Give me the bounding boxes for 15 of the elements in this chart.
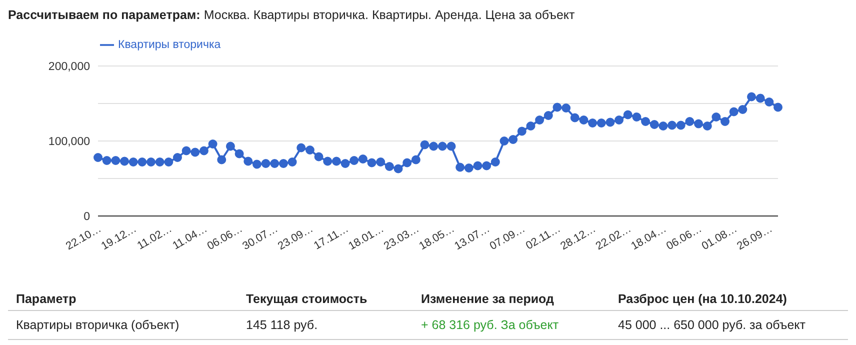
chart-title: Рассчитываем по параметрам: [8,8,200,22]
text: Текущая стоимость [246,292,368,306]
legend-label: Квартиры вторичка [118,39,221,52]
text: 145 118 руб. [246,318,319,332]
text: Изменение за период [421,292,555,306]
y-tick-label: 100,000 [48,136,90,148]
y-tick-label: 200,000 [48,61,90,74]
text: Параметр [16,292,78,306]
text: Разброс цен (на 10.10.2024) [618,292,788,306]
chart-subtitle: Москва. Квартиры вторичка. Квартиры. Аренда. Цена за объект [204,8,575,22]
x-tick-label: 07.09… [488,222,528,253]
text: Квартиры вторичка (объект) [16,318,180,332]
y-tick-label: 0 [84,211,90,224]
text: 45 000 ... 650 000 руб. за объект [618,318,807,332]
text: + 68 316 руб. За объект [421,318,560,332]
